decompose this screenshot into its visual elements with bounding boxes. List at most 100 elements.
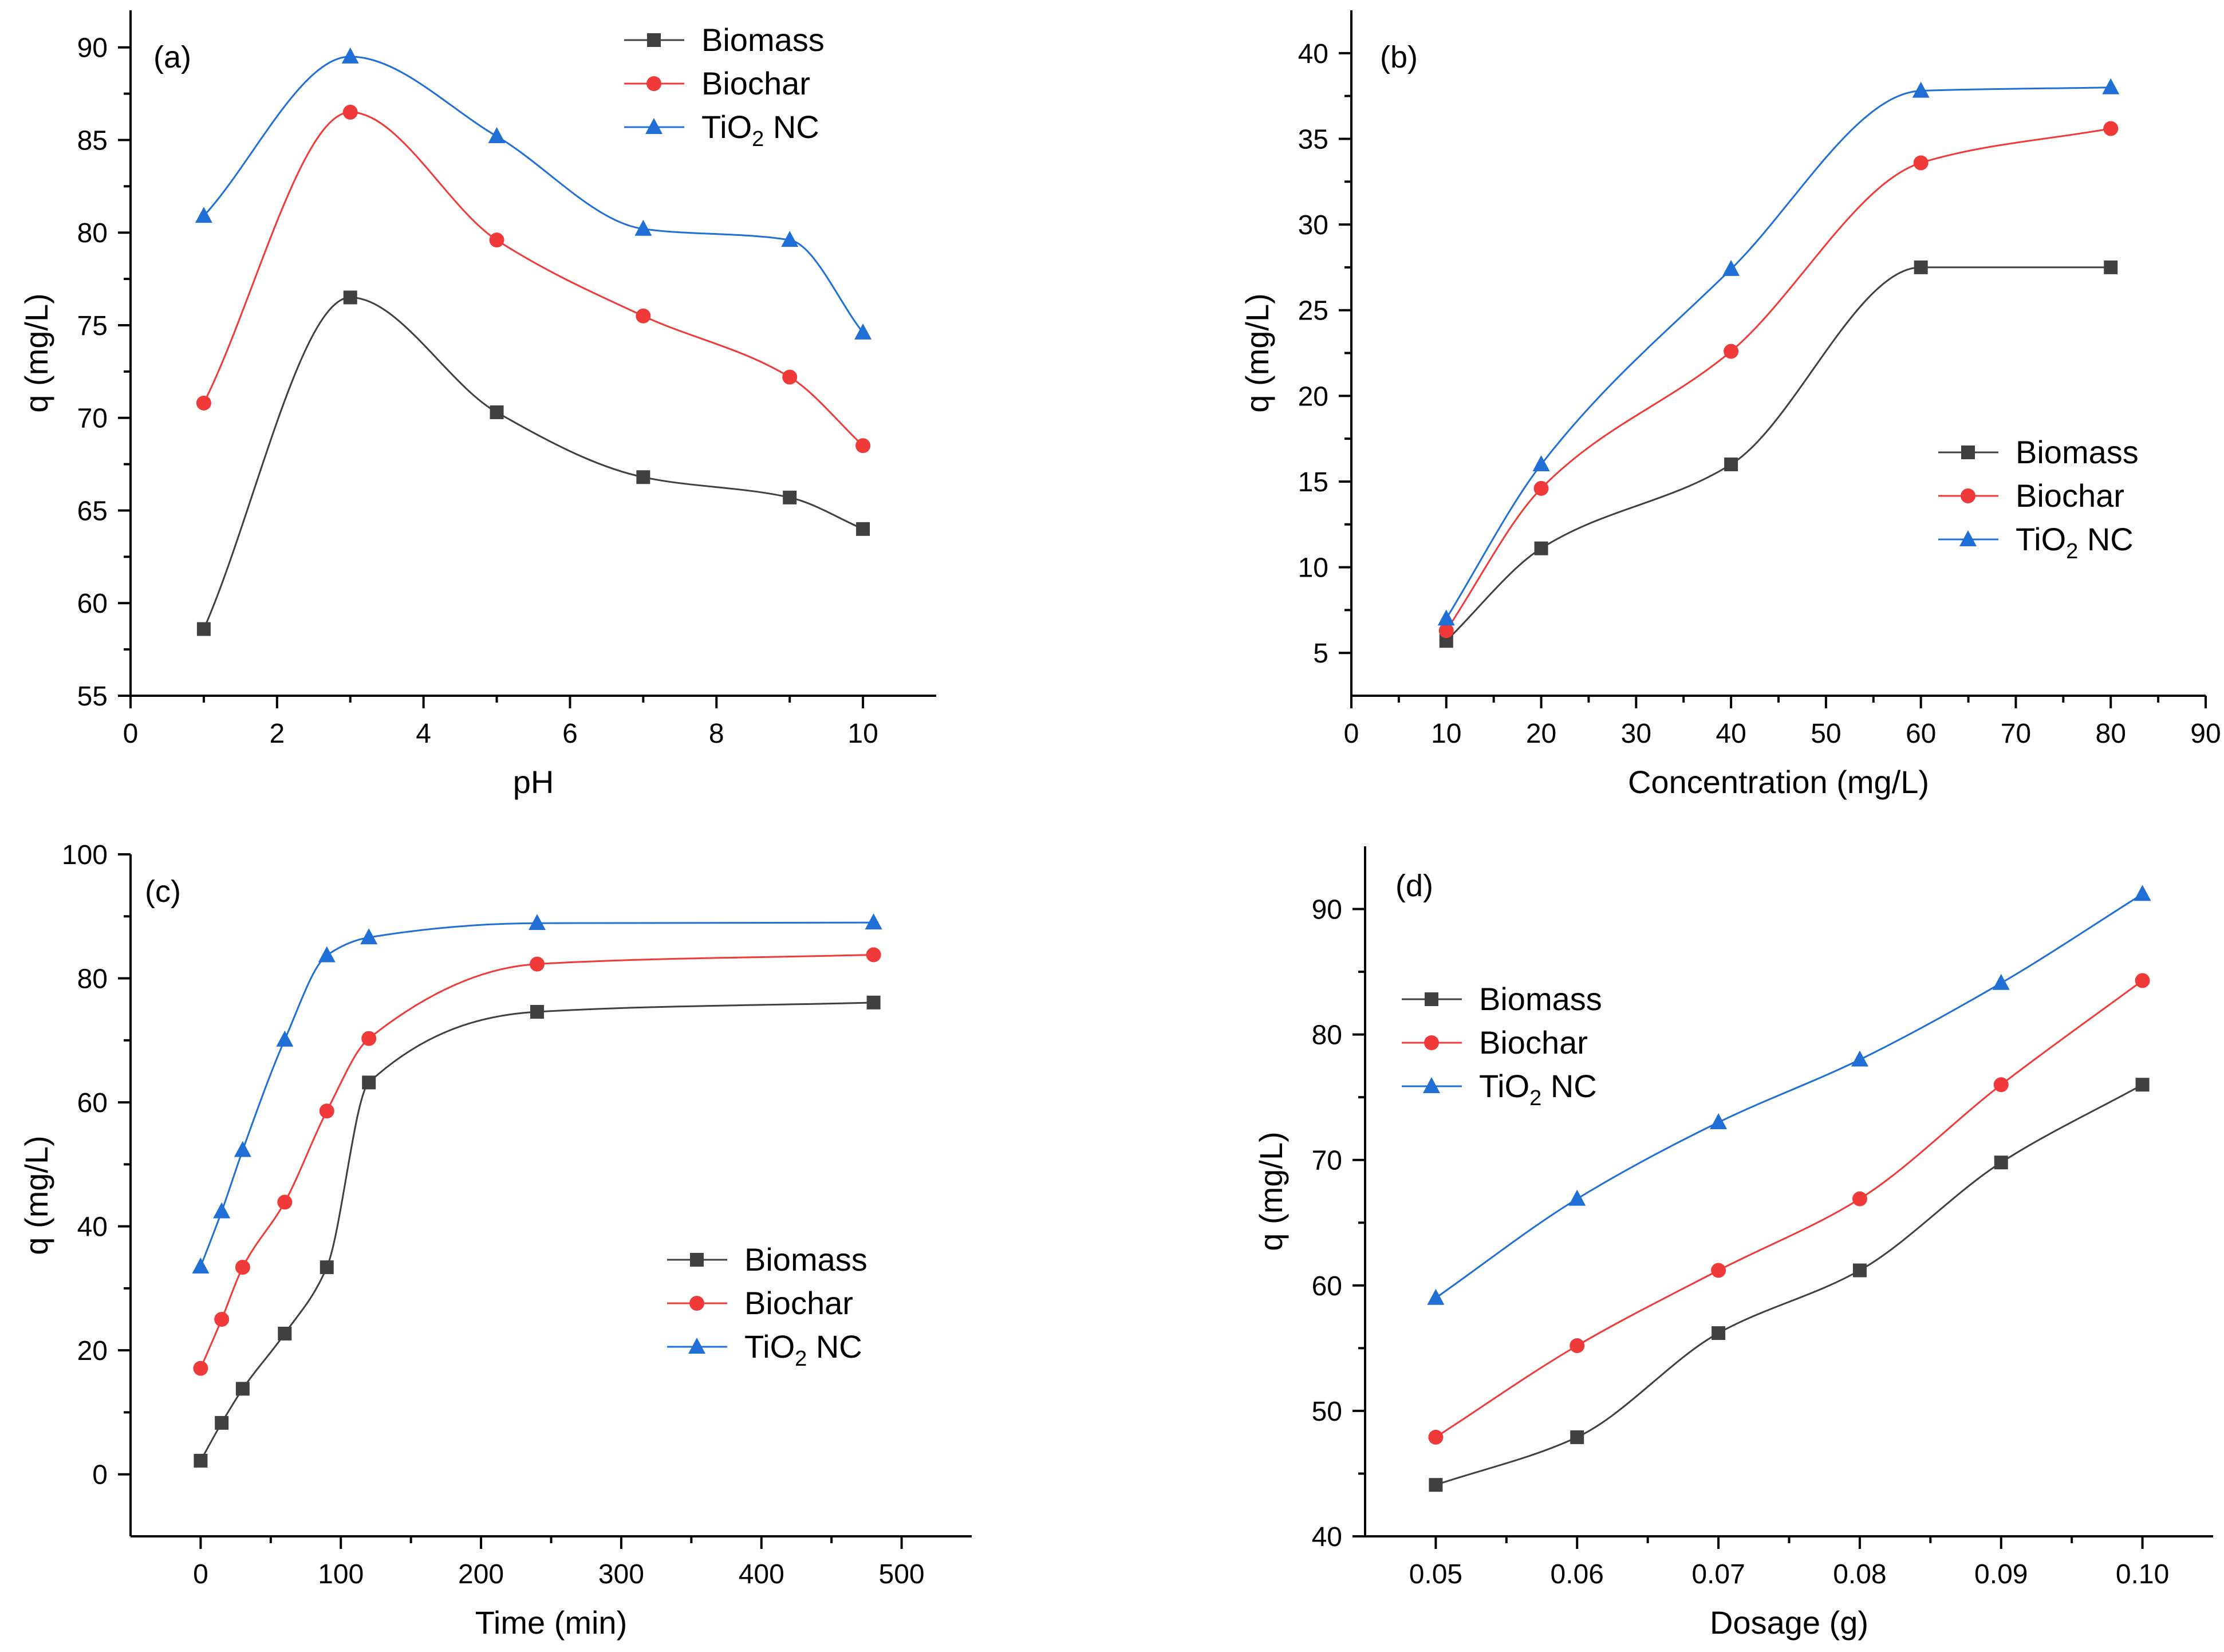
y-tick-label: 5 (1313, 638, 1328, 669)
legend-label-tail: NC (764, 109, 819, 145)
x-tick-label: 30 (1621, 719, 1651, 749)
x-tick-label: 0.10 (2116, 1559, 2169, 1590)
legend-label-tail: NC (1541, 1068, 1596, 1104)
legend-label: TiO2 NC (701, 109, 819, 151)
x-axis-title: Dosage (g) (1710, 1604, 1868, 1641)
panel-b: 0 10 20 30 40 50 60 70 80 90 5 10 15 20 25 30 35 40 Concen… (1239, 10, 2221, 800)
data-point (1724, 458, 1738, 472)
data-point (1712, 1326, 1726, 1340)
data-point (319, 1103, 334, 1119)
panel-label: (c) (145, 874, 181, 909)
x-tick-label: 20 (1526, 719, 1556, 749)
x-tick-label: 70 (2001, 719, 2031, 749)
series-biochar (196, 104, 871, 454)
legend-item: TiO2 NC (624, 109, 819, 151)
data-point (1437, 609, 1455, 626)
legend-marker (690, 1253, 704, 1267)
y-tick-label: 40 (1312, 1522, 1342, 1552)
data-point (1724, 344, 1739, 359)
y-tick-label: 55 (77, 681, 108, 712)
y-tick-label: 30 (1298, 210, 1328, 240)
data-point (234, 1141, 251, 1157)
x-tick-label: 2 (269, 719, 285, 749)
data-point (1427, 1288, 1445, 1305)
legend-label: Biochar (2016, 478, 2124, 514)
panel-a: 0 2 4 6 8 10 55 60 65 70 75 80 85 90 pH q (mg/L) (a) Biom… (18, 10, 936, 800)
data-point (781, 231, 799, 247)
data-point (1570, 1338, 1585, 1353)
legend-marker (1423, 1077, 1440, 1093)
data-point (320, 1260, 334, 1275)
panel-d: 0.05 0.06 0.07 0.08 0.09 0.10 40 50 60 70 80 90 Dosa… (1253, 846, 2213, 1641)
data-point (2135, 1078, 2150, 1092)
legend-item: Biomass (1402, 981, 1602, 1017)
x-tick-label: 200 (458, 1559, 504, 1590)
data-point (489, 232, 504, 248)
y-axis-title: q (mg/L) (1253, 1131, 1289, 1251)
legend-label-main: Biomass (701, 22, 825, 58)
legend-label: Biochar (744, 1285, 853, 1321)
legend-label: Biochar (701, 65, 810, 101)
legend-label-main: Biomass (1479, 981, 1602, 1017)
series-line (199, 921, 874, 1267)
legend-marker (1959, 530, 1977, 546)
legend-label-tail: NC (2078, 521, 2133, 557)
y-tick-label: 70 (77, 404, 108, 434)
x-tick-label: 100 (318, 1559, 364, 1590)
legend-item: Biomass (624, 22, 825, 58)
y-tick-label: 0 (92, 1460, 108, 1491)
data-point (194, 1453, 208, 1468)
x-tick-label: 4 (416, 719, 431, 749)
legend-label-subscript: 2 (752, 127, 764, 151)
data-point (278, 1326, 292, 1340)
data-point (1851, 1050, 1868, 1067)
data-point (318, 946, 336, 963)
data-point (192, 1257, 210, 1274)
data-point (529, 914, 546, 931)
y-tick-label: 85 (77, 125, 108, 156)
x-tick-label: 10 (1431, 719, 1461, 749)
data-point (1914, 260, 1928, 274)
data-point (2135, 973, 2150, 988)
data-point (1534, 541, 1548, 555)
x-axis-title: Time (min) (475, 1604, 627, 1641)
legend-label-subscript: 2 (795, 1347, 807, 1371)
data-point (1570, 1430, 1584, 1444)
x-tick-label: 0.07 (1691, 1559, 1745, 1590)
legend-label-main: TiO (1479, 1068, 1529, 1104)
data-point (1710, 1113, 1728, 1129)
data-point (866, 947, 881, 963)
x-tick-label: 0 (123, 719, 139, 749)
data-point (360, 928, 378, 945)
series-biochar (193, 947, 881, 1376)
legend-label: Biomass (1479, 981, 1602, 1017)
data-point (195, 207, 212, 223)
y-tick-label: 20 (77, 1336, 108, 1366)
legend-label-main: TiO (744, 1328, 795, 1365)
series-biomass (194, 995, 881, 1468)
x-tick-label: 400 (739, 1559, 784, 1590)
legend-label: TiO2 NC (1479, 1068, 1597, 1110)
y-tick-label: 100 (62, 840, 108, 870)
data-point (196, 395, 211, 411)
data-point (782, 369, 798, 385)
data-point (235, 1382, 250, 1396)
legend-label-subscript: 2 (1529, 1086, 1541, 1110)
y-axis-title: q (mg/L) (1239, 293, 1275, 413)
x-tick-label: 80 (2096, 719, 2126, 749)
data-point (636, 470, 650, 484)
x-tick-label: 0.09 (1974, 1559, 2028, 1590)
y-tick-label: 75 (77, 311, 108, 341)
x-tick-label: 500 (879, 1559, 925, 1590)
y-tick-label: 40 (1298, 39, 1328, 69)
data-point (277, 1194, 293, 1210)
x-tick-label: 90 (2190, 719, 2221, 749)
x-axis-title: Concentration (mg/L) (1628, 764, 1929, 800)
x-tick-label: 60 (1906, 719, 1936, 749)
data-point (215, 1416, 229, 1430)
x-tick-label: 0 (193, 1559, 208, 1590)
series-biomass (1429, 1078, 2150, 1492)
data-point (530, 956, 545, 972)
data-point (2102, 78, 2120, 94)
data-point (196, 622, 211, 636)
